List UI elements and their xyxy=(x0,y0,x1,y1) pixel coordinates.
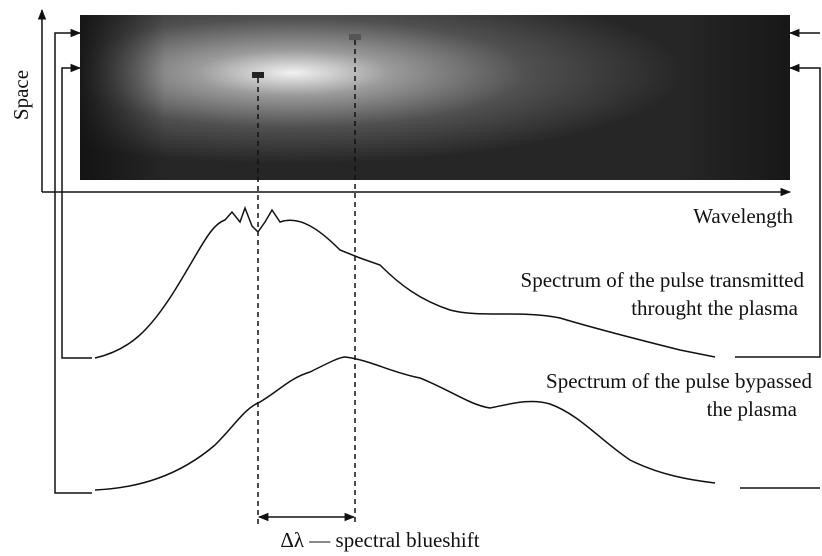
bypassed-label: the plasma xyxy=(707,397,798,421)
space-label: Space xyxy=(9,70,33,120)
blueshift-label: Δλ — spectral blueshift xyxy=(280,528,479,552)
brackets xyxy=(54,28,821,494)
blueshift xyxy=(257,40,356,525)
bypassed-label: Spectrum of the pulse bypassed xyxy=(546,369,812,393)
transmitted-label: throught the plasma xyxy=(631,296,798,320)
wavelength-label: Wavelength xyxy=(693,204,793,228)
transmitted-label: Spectrum of the pulse transmitted xyxy=(521,268,805,292)
axes xyxy=(37,8,792,197)
spectra xyxy=(94,205,716,491)
spectrogram xyxy=(80,15,790,180)
